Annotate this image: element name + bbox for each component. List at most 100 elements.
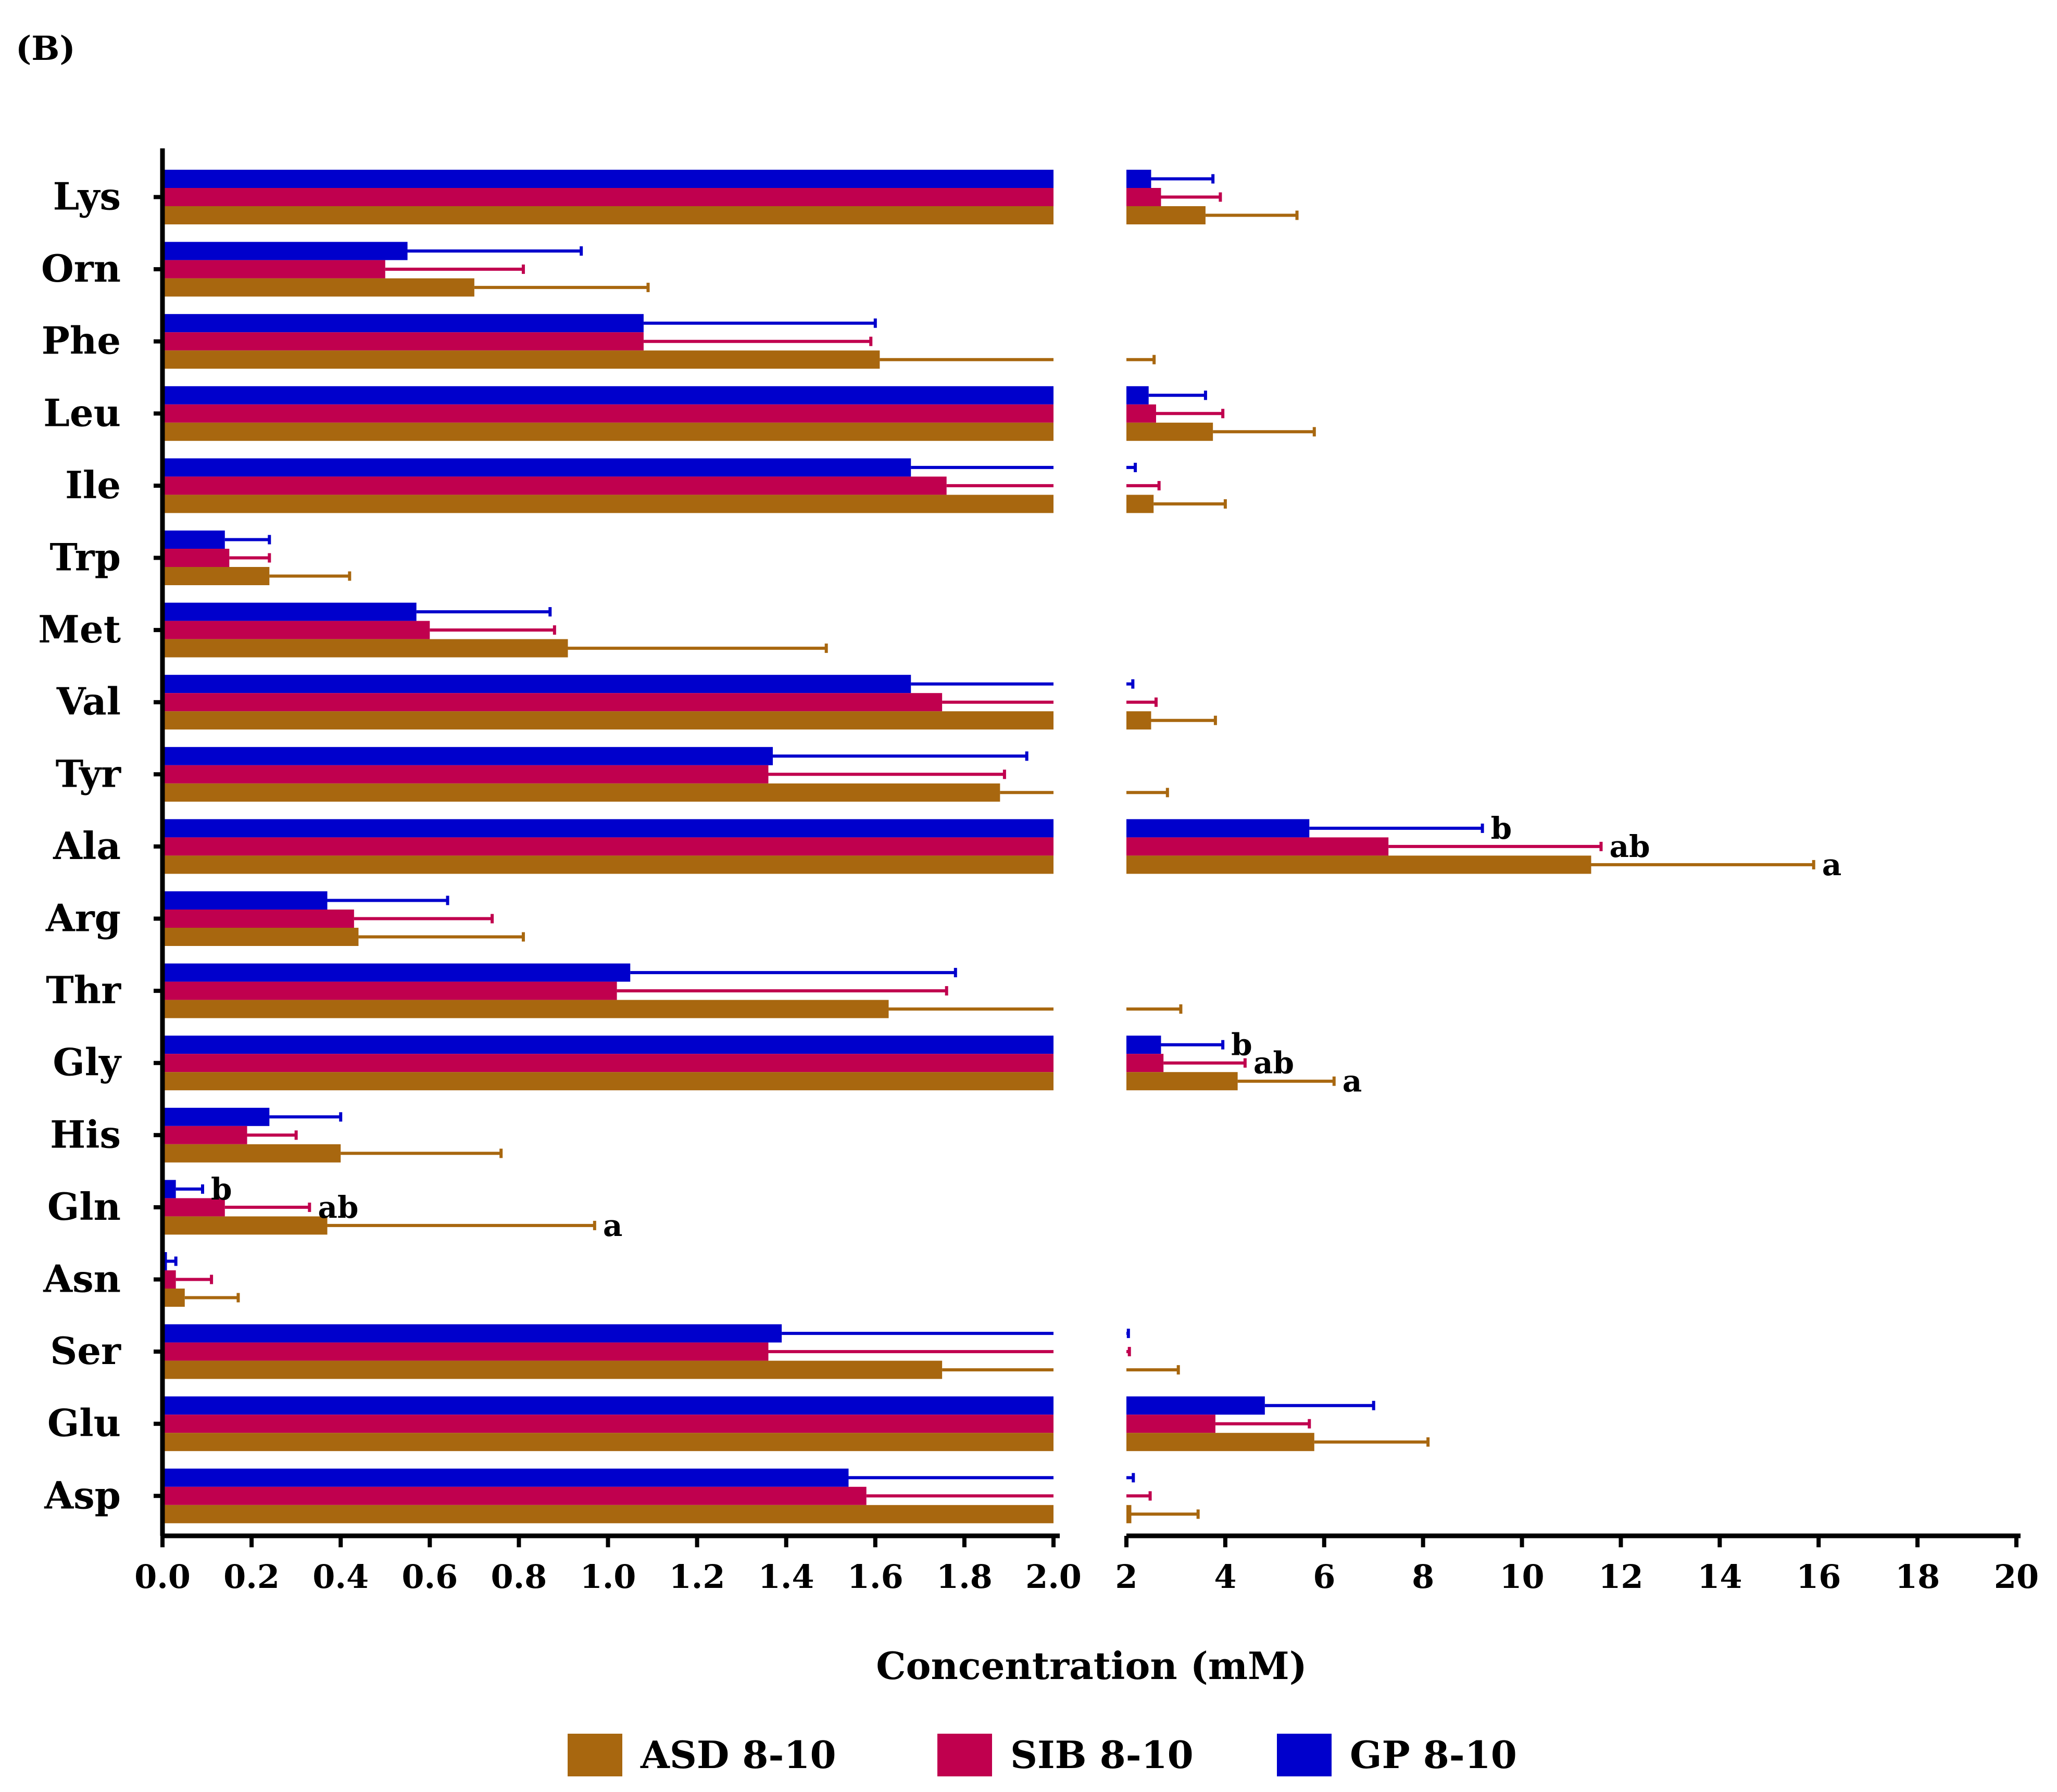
category-label: Tyr <box>56 751 122 796</box>
bar-sib-8-10 <box>162 837 1053 856</box>
bar-asd-8-10 <box>1126 1505 1132 1523</box>
bar-gp-8-10 <box>162 386 1053 405</box>
error-bars-layer <box>167 174 1815 1519</box>
significance-label: a <box>1822 847 1842 882</box>
category-labels-layer: Lys Orn Phe Leu Ile Trp Met Val Tyr Ala Arg Thr Gly H… <box>38 174 162 1517</box>
x-tick-label: 2.0 <box>1025 1558 1082 1596</box>
bar-asd-8-10 <box>162 783 1000 802</box>
bar-asd-8-10 <box>162 350 880 369</box>
x-tick-label: 4 <box>1214 1558 1236 1596</box>
bar-gp-8-10 <box>162 242 408 260</box>
bar-sib-8-10 <box>162 981 617 1000</box>
category-label: Orn <box>41 246 121 291</box>
bar-gp-8-10 <box>162 314 644 333</box>
bar-asd-8-10 <box>162 1289 185 1307</box>
x-tick-label: 1.8 <box>936 1558 993 1596</box>
x-axis-title: Concentration (mM) <box>876 1644 1307 1688</box>
bar-asd-8-10 <box>162 567 270 585</box>
bar-sib-8-10 <box>162 332 644 351</box>
x-tick-label: 1.4 <box>758 1558 814 1596</box>
x-tick-label: 20 <box>1994 1558 2039 1596</box>
category-label: Glu <box>47 1401 121 1445</box>
bar-asd-8-10 <box>162 711 1053 730</box>
bar-sib-8-10 <box>162 1342 769 1361</box>
category-label: Thr <box>46 968 121 1012</box>
bar-gp-8-10 <box>162 458 911 477</box>
legend: ASD 8-10 SIB 8-10 GP 8-10 <box>568 1733 1517 1777</box>
significance-label: ab <box>318 1190 358 1225</box>
bar-sib-8-10 <box>162 693 943 712</box>
legend-swatch <box>937 1734 992 1776</box>
bar-asd-8-10 <box>1126 206 1206 224</box>
bar-sib-8-10 <box>162 765 769 784</box>
bar-sib-8-10 <box>1126 188 1161 206</box>
bar-gp-8-10 <box>1126 1036 1161 1054</box>
x-tick-label: 14 <box>1697 1558 1742 1596</box>
x-tick-label: 0.0 <box>134 1558 191 1596</box>
bar-sib-8-10 <box>1126 1054 1164 1072</box>
bar-sib-8-10 <box>1126 404 1156 423</box>
bar-asd-8-10 <box>162 422 1053 441</box>
bar-gp-8-10 <box>162 1107 270 1126</box>
x-tick-label: 12 <box>1598 1558 1643 1596</box>
significance-label: a <box>603 1208 623 1243</box>
legend-label: SIB 8-10 <box>1010 1733 1194 1777</box>
bar-asd-8-10 <box>162 278 474 297</box>
category-label: Gly <box>53 1040 122 1084</box>
category-label: Ala <box>53 824 121 868</box>
category-label: Leu <box>43 390 121 435</box>
bar-asd-8-10 <box>162 928 359 946</box>
bar-gp-8-10 <box>162 963 631 982</box>
category-label: Ile <box>65 463 121 507</box>
significance-label: ab <box>1609 829 1650 864</box>
x-tick-label: 0.6 <box>402 1558 458 1596</box>
bar-gp-8-10 <box>1126 170 1151 188</box>
bar-asd-8-10 <box>162 1360 943 1379</box>
x-ticks-layer: 0.0 0.2 0.4 0.6 0.8 1.0 1.2 1.4 1.6 1.8 2.0 2 4 6 8 10 1… <box>134 1536 2039 1596</box>
bar-sib-8-10 <box>162 910 354 928</box>
bar-gp-8-10 <box>1126 819 1310 838</box>
bar-sib-8-10 <box>162 1415 1053 1433</box>
category-label: Lys <box>53 174 121 219</box>
x-tick-label: 0.8 <box>491 1558 547 1596</box>
significance-label: a <box>1343 1064 1362 1099</box>
bar-sib-8-10 <box>162 1486 867 1505</box>
bar-asd-8-10 <box>162 495 1053 513</box>
category-label: Asp <box>44 1473 121 1517</box>
bar-gp-8-10 <box>162 675 911 693</box>
bar-asd-8-10 <box>162 639 568 658</box>
x-tick-label: 2 <box>1115 1558 1137 1596</box>
significance-label: b <box>211 1171 232 1207</box>
x-tick-label: 1.0 <box>580 1558 636 1596</box>
bar-sib-8-10 <box>162 1054 1053 1072</box>
category-label: Val <box>56 679 121 724</box>
bar-gp-8-10 <box>162 891 328 910</box>
bar-asd-8-10 <box>1126 1072 1238 1091</box>
bar-asd-8-10 <box>162 1072 1053 1091</box>
category-label: His <box>50 1112 121 1156</box>
significance-label: ab <box>1253 1045 1294 1081</box>
bar-asd-8-10 <box>162 855 1053 874</box>
x-tick-label: 1.2 <box>669 1558 725 1596</box>
bar-gp-8-10 <box>162 531 225 549</box>
x-tick-label: 18 <box>1895 1558 1940 1596</box>
bar-gp-8-10 <box>162 747 773 765</box>
category-label: Phe <box>42 319 121 363</box>
x-tick-label: 0.4 <box>312 1558 369 1596</box>
bar-sib-8-10 <box>162 621 430 639</box>
bar-asd-8-10 <box>1126 711 1151 730</box>
category-label: Trp <box>49 535 121 579</box>
legend-swatch <box>1277 1734 1332 1776</box>
bar-sib-8-10 <box>162 1198 225 1217</box>
category-label: Met <box>38 607 121 651</box>
bar-sib-8-10 <box>162 1126 247 1144</box>
bar-gp-8-10 <box>162 1036 1053 1054</box>
category-label: Ser <box>50 1329 121 1373</box>
bar-asd-8-10 <box>162 1144 341 1163</box>
bar-gp-8-10 <box>1126 1396 1265 1415</box>
bar-asd-8-10 <box>1126 422 1213 441</box>
x-tick-label: 10 <box>1499 1558 1544 1596</box>
x-tick-label: 6 <box>1313 1558 1335 1596</box>
bar-gp-8-10 <box>162 1324 782 1343</box>
